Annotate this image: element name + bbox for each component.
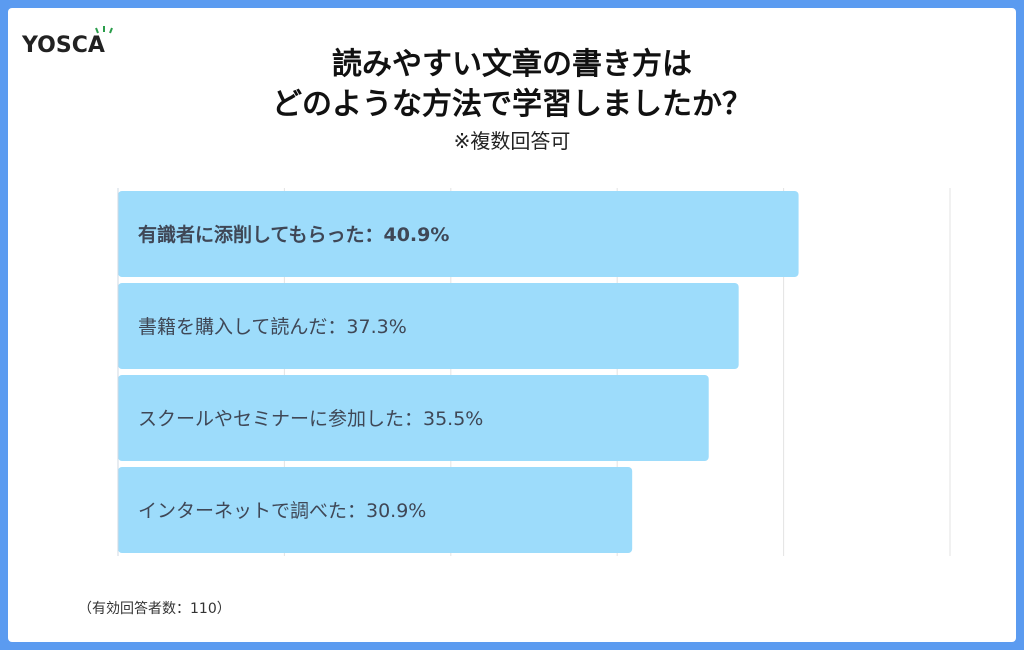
bar-chart: 有識者に添削してもらった：40.9% 書籍を購入して読んだ：37.3% スクールやセ… [117,188,951,556]
bar-label: スクールやセミナーに参加した：35.5% [138,408,483,430]
bar-label: インターネットで調べた：30.9% [138,500,426,522]
chart-card: YOSCA 読みやすい文章の書き方は どのような方法で学習しましたか？ ※複数回… [8,8,1016,642]
logo-spark [95,27,99,34]
bar [118,467,633,553]
chart-title-line1: 読みやすい文章の書き方は [332,47,692,82]
bar-label: 有識者に添削してもらった：40.9% [138,223,449,246]
bar [118,191,799,277]
respondent-count-note: （有効回答者数：110） [78,601,231,617]
bar-label: 書籍を購入して読んだ：37.3% [138,316,407,338]
logo-text: YOSCA [21,33,105,58]
bar [118,375,709,461]
bar [118,283,739,369]
chart-subtitle: ※複数回答可 [453,129,571,153]
logo-spark [109,27,113,34]
chart-title-line2: どのような方法で学習しましたか？ [272,87,752,122]
yosca-logo: YOSCA [21,26,113,58]
